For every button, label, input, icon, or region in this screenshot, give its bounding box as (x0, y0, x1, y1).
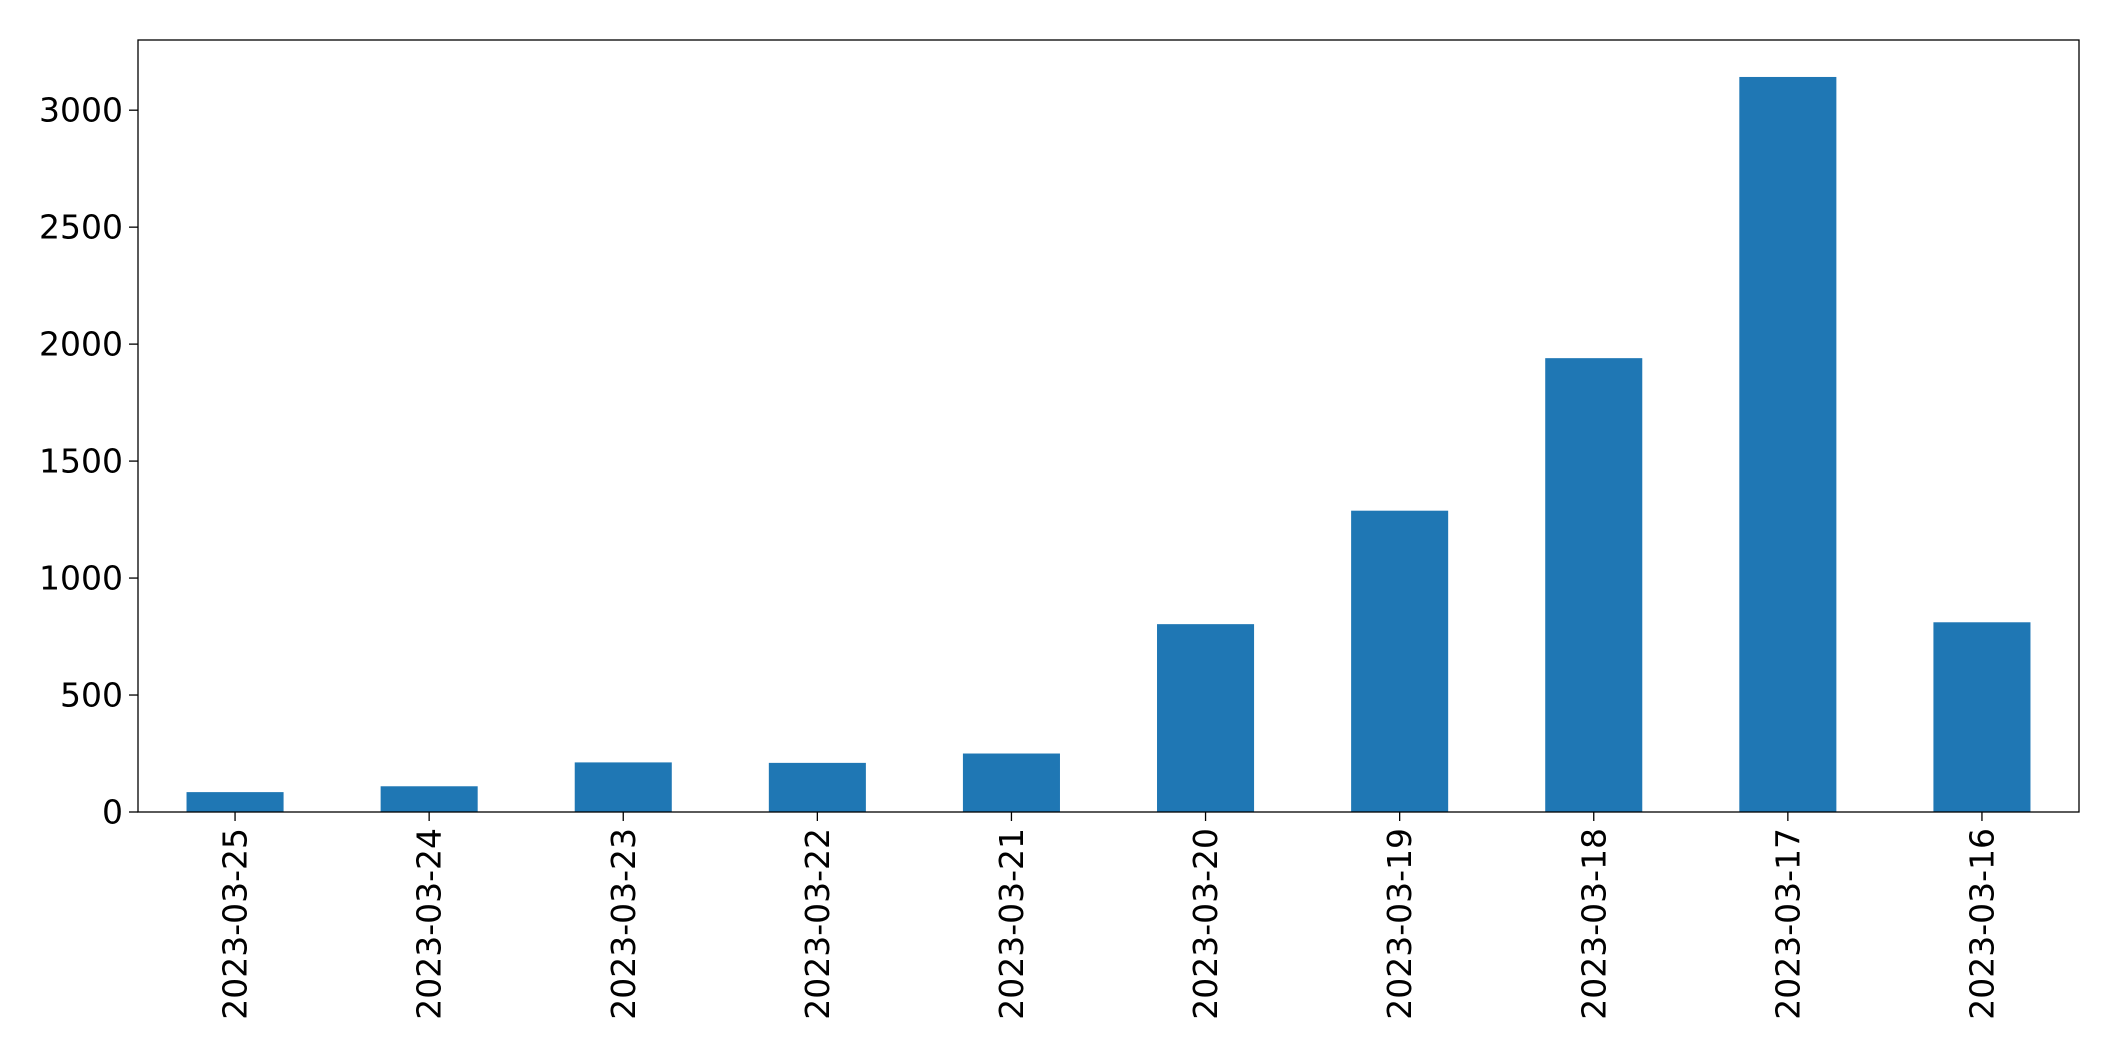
y-axis: 0 500 1000 1500 2000 2500 3000 (39, 91, 138, 832)
bar-2023-03-17 (1739, 76, 1837, 812)
plot-area-frame (137, 39, 2080, 813)
x-tick-label: 2023-03-25 (216, 828, 255, 1020)
y-tick-label: 1500 (39, 442, 123, 481)
x-tick-label: 2023-03-24 (410, 828, 449, 1020)
x-tick-label: 2023-03-16 (1962, 828, 2001, 1020)
x-tick-label: 2023-03-22 (798, 828, 837, 1020)
x-tick-label: 2023-03-20 (1186, 828, 1225, 1020)
x-tick-label: 2023-03-19 (1380, 828, 1419, 1020)
x-axis: 2023-03-25 2023-03-24 2023-03-23 2023-03-22… (216, 812, 2001, 1020)
bar-2023-03-16 (1933, 622, 2031, 812)
bar-2023-03-22 (768, 762, 866, 812)
y-tick-label: 1000 (39, 559, 123, 598)
x-tick-label: 2023-03-18 (1574, 828, 1613, 1020)
y-tick-label: 500 (60, 676, 123, 715)
bar-2023-03-20 (1157, 624, 1255, 812)
bar-2023-03-23 (574, 762, 672, 812)
x-tick-label: 2023-03-23 (604, 828, 643, 1020)
bars-layer (186, 76, 2031, 812)
x-tick-label: 2023-03-17 (1768, 828, 1807, 1020)
bar-2023-03-24 (380, 786, 478, 812)
y-tick-label: 2500 (39, 208, 123, 247)
y-tick-label: 3000 (39, 91, 123, 130)
y-tick-label: 2000 (39, 325, 123, 364)
x-tick-label: 2023-03-21 (992, 828, 1031, 1020)
bar-2023-03-18 (1545, 358, 1643, 812)
bar-2023-03-21 (962, 753, 1060, 812)
bar-2023-03-19 (1351, 510, 1449, 812)
y-tick-label: 0 (102, 793, 123, 832)
bar-2023-03-25 (186, 792, 284, 812)
